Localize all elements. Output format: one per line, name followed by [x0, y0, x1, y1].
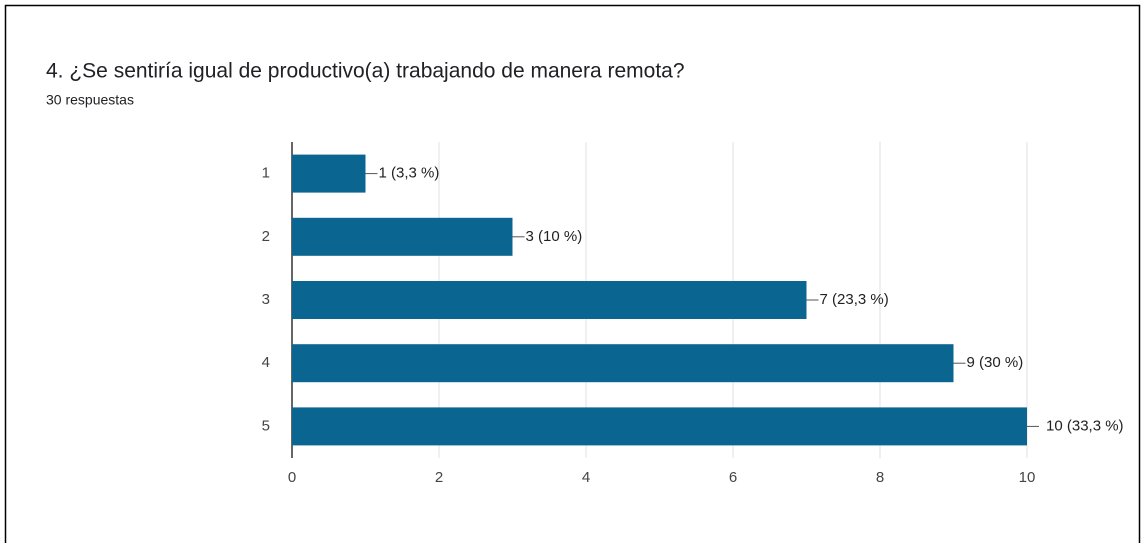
bar	[292, 407, 1027, 446]
x-tick-label: 6	[729, 469, 737, 486]
y-tick-label: 4	[262, 354, 270, 371]
chart-title: 4. ¿Se sentiría igual de productivo(a) t…	[46, 60, 685, 83]
chart-subtitle: 30 respuestas	[46, 92, 134, 108]
x-tick-label: 0	[288, 469, 296, 486]
value-label: 1 (3,3 %)	[379, 165, 440, 182]
x-tick-label: 8	[876, 469, 884, 486]
y-tick-label: 5	[262, 417, 270, 434]
y-tick-label: 3	[262, 291, 270, 308]
bar	[292, 281, 807, 319]
x-tick-label: 4	[582, 469, 590, 486]
x-tick-label: 10	[1019, 469, 1036, 486]
bar	[292, 344, 954, 383]
bar	[292, 154, 366, 193]
x-tick-label: 2	[435, 469, 443, 486]
value-label: 7 (23,3 %)	[820, 291, 889, 308]
bar	[292, 217, 513, 256]
value-label: 3 (10 %)	[526, 228, 583, 245]
card-border	[4, 4, 1141, 543]
value-label: 10 (33,3 %)	[1046, 417, 1124, 434]
y-tick-label: 2	[262, 228, 270, 245]
value-label: 9 (30 %)	[967, 354, 1024, 371]
y-tick-label: 1	[262, 165, 270, 182]
